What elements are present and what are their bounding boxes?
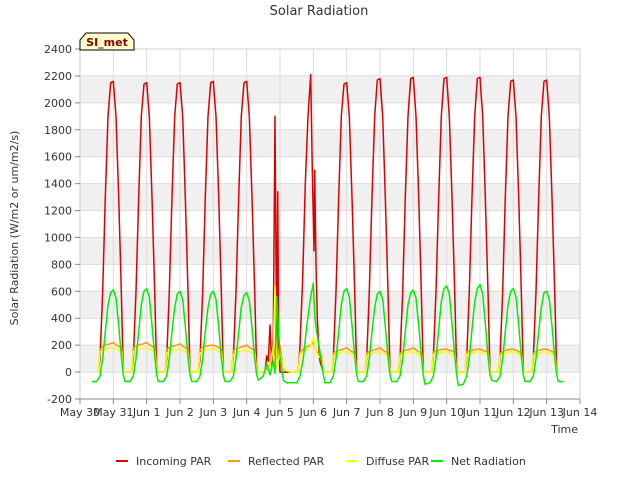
badge-shape <box>79 32 135 51</box>
y-tick-label: 1800 <box>44 124 72 137</box>
grid-band <box>80 183 580 211</box>
legend: Incoming PAR Reflected PAR Diffuse PAR Net … <box>116 455 526 468</box>
x-tick-label: May 31 <box>93 406 133 419</box>
y-tick-label: 2200 <box>44 70 72 83</box>
badge-label: SI_met <box>86 36 128 49</box>
x-tick-label: Jun 4 <box>232 406 261 419</box>
y-tick-label: 200 <box>51 339 72 352</box>
y-axis-label: Solar Radiation (W/m2 or um/m2/s) <box>8 131 21 326</box>
legend-label: Incoming PAR <box>136 455 212 468</box>
y-tick-label: 1000 <box>44 231 72 244</box>
y-tick-label: 400 <box>51 312 72 325</box>
legend-label: Diffuse PAR <box>366 455 430 468</box>
y-tick-label: 2000 <box>44 97 72 110</box>
grid-band <box>80 129 580 157</box>
plot-area <box>80 49 580 399</box>
y-tick-label: -200 <box>47 393 72 406</box>
series-line-incoming-par <box>97 73 558 373</box>
x-tick-label: Jun 2 <box>165 406 194 419</box>
chart-title: Solar Radiation <box>270 4 369 19</box>
x-axis-label: Time <box>550 423 578 436</box>
x-tick-label: Jun 8 <box>365 406 394 419</box>
x-tick-label: Jun 13 <box>528 406 564 419</box>
x-tick-label: Jun 9 <box>398 406 427 419</box>
y-tick-label: 1600 <box>44 151 72 164</box>
x-tick-label: Jun 6 <box>298 406 327 419</box>
y-tick-label: 1400 <box>44 178 72 191</box>
series-line-net-radiation <box>91 282 564 387</box>
series-line-diffuse-par <box>97 285 558 373</box>
grid-band <box>80 75 580 103</box>
grid-band <box>80 237 580 265</box>
grid-band <box>80 291 580 319</box>
plot-background <box>80 49 580 399</box>
x-tick-label: Jun 14 <box>562 406 598 419</box>
y-tick-label: 0 <box>65 366 72 379</box>
x-tick-label: Jun 5 <box>265 406 294 419</box>
grid-band <box>80 345 580 373</box>
y-tick-label: 600 <box>51 285 72 298</box>
legend-label: Net Radiation <box>451 455 526 468</box>
x-tick-label: Jun 7 <box>332 406 361 419</box>
x-tick-label: Jun 11 <box>462 406 498 419</box>
x-tick-label: Jun 12 <box>495 406 531 419</box>
x-tick-label: Jun 10 <box>428 406 464 419</box>
x-tick-label: May 30 <box>60 406 100 419</box>
y-tick-label: 1200 <box>44 205 72 218</box>
x-tick-label: Jun 3 <box>198 406 227 419</box>
y-tick-label: 2400 <box>44 43 72 56</box>
y-tick-label: 800 <box>51 258 72 271</box>
axes: -200 0 200 400 600 800 1000 1200 1400 1600 1800 200… <box>44 43 597 419</box>
legend-label: Reflected PAR <box>248 455 325 468</box>
x-tick-label: Jun 1 <box>132 406 161 419</box>
si-met-badge: SI_met <box>79 32 135 51</box>
series-layer <box>91 73 564 387</box>
